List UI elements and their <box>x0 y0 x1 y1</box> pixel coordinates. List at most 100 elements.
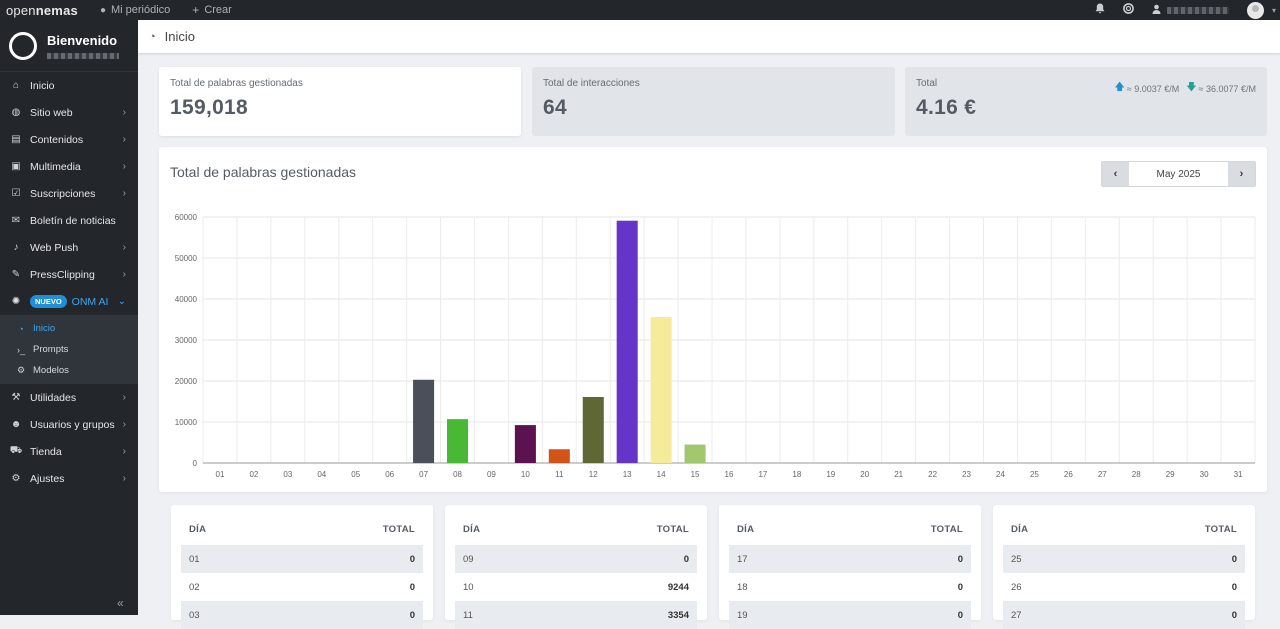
sidebar-item-inicio[interactable]: ⌂ Inicio <box>0 72 138 99</box>
chevron-right-icon: › <box>122 107 126 118</box>
sidebar-item-tienda[interactable]: ⛟ Tienda › <box>0 438 138 465</box>
x-tick-label: 06 <box>385 470 394 479</box>
sidebar-item-onm-ai[interactable]: ✺ NUEVO ONM AI ⌄ <box>0 288 138 315</box>
day-table-4: DÍA TOTAL 25 0 26 0 27 0 <box>993 505 1255 629</box>
rate-down: ≈ 36.0077 €/M <box>1198 83 1256 94</box>
user-name-redacted[interactable] <box>1166 6 1229 14</box>
stat-value: 4.16 € <box>916 96 977 119</box>
x-tick-label: 16 <box>725 470 734 479</box>
month-picker: ‹ May 2025 › <box>1101 161 1256 187</box>
sidebar-item-multimedia[interactable]: ▣ Multimedia › <box>0 153 138 180</box>
prev-month-button[interactable]: ‹ <box>1102 162 1129 186</box>
bar-day-10[interactable] <box>514 425 536 463</box>
x-tick-label: 23 <box>962 470 971 479</box>
sidebar: Bienvenido ⌂ Inicio ◍ Sitio web › ▤ Cont… <box>0 20 138 615</box>
sidebar-item-usuarios[interactable]: ☻ Usuarios y grupos › <box>0 411 138 438</box>
bar-day-13[interactable] <box>616 220 638 463</box>
bar-day-14[interactable] <box>650 317 672 463</box>
x-tick-label: 24 <box>996 470 1005 479</box>
day-table-3: DÍA TOTAL 17 0 18 0 19 0 <box>719 505 981 629</box>
new-badge: NUEVO <box>30 295 67 308</box>
site-name-redacted <box>47 52 119 59</box>
col-day: DÍA <box>463 524 481 535</box>
chart-panel: Total de palabras gestionadas ‹ May 2025… <box>159 147 1267 492</box>
table-row: 18 0 <box>737 581 963 593</box>
sidebar-item-label: Web Push <box>30 241 79 254</box>
bell-icon[interactable] <box>1095 3 1105 17</box>
cogs-icon: ⚙ <box>11 473 21 484</box>
sidebar-subitem-label: Inicio <box>33 323 56 334</box>
sidebar-item-label: Contenidos <box>30 133 84 146</box>
sidebar-item-contenidos[interactable]: ▤ Contenidos › <box>0 126 138 153</box>
envelope-icon: ✉ <box>11 215 21 226</box>
month-label[interactable]: May 2025 <box>1129 162 1228 186</box>
x-tick-label: 21 <box>894 470 903 479</box>
user-avatar[interactable] <box>1246 1 1264 19</box>
arrow-down-icon: 🡇 <box>1186 82 1197 93</box>
table-header: DÍA TOTAL <box>729 505 971 545</box>
onm-ai-submenu: ◔ Inicio ›_ Prompts ⚙ Modelos <box>0 315 138 384</box>
welcome-block: Bienvenido <box>0 20 138 72</box>
chevron-down-icon: ⌄ <box>117 296 126 307</box>
sidebar-item-ajustes[interactable]: ⚙ Ajustes › <box>0 465 138 492</box>
x-tick-label: 28 <box>1132 470 1141 479</box>
table-header: DÍA TOTAL <box>455 505 697 545</box>
bar-day-15[interactable] <box>684 444 706 463</box>
globe-icon: ◍ <box>11 107 21 118</box>
x-tick-label: 02 <box>249 470 258 479</box>
dashboard-icon: ◔ <box>18 323 24 334</box>
col-total: TOTAL <box>656 524 689 535</box>
bar-day-11[interactable] <box>548 449 570 463</box>
table-row: 09 0 <box>455 545 697 573</box>
sidebar-subitem-modelos[interactable]: ⚙ Modelos <box>0 360 138 381</box>
wrench-icon: ⚒ <box>11 392 21 403</box>
opennemas-logo[interactable]: opennemas <box>6 2 78 18</box>
sidebar-item-label: Suscripciones <box>30 187 96 200</box>
stat-card-total[interactable]: Total 4.16 € 🡅 ≈ 9.0037 €/M 🡇 ≈ 36.0077 … <box>905 67 1267 136</box>
sidebar-item-boletin[interactable]: ✉ Boletín de noticias <box>0 207 138 234</box>
sidebar-item-pressclipping[interactable]: ✎ PressClipping › <box>0 261 138 288</box>
stat-card-words[interactable]: Total de palabras gestionadas 159,018 <box>159 67 521 136</box>
sidebar-item-web-push[interactable]: ♪ Web Push › <box>0 234 138 261</box>
y-tick-label: 30000 <box>175 336 198 345</box>
sidebar-item-label: Usuarios y grupos <box>30 418 115 431</box>
chevron-right-icon: › <box>122 392 126 403</box>
sidebar-item-utilidades[interactable]: ⚒ Utilidades › <box>0 384 138 411</box>
y-tick-label: 0 <box>193 459 198 468</box>
x-tick-label: 18 <box>792 470 801 479</box>
x-tick-label: 04 <box>317 470 326 479</box>
site-logo-icon <box>9 31 37 60</box>
sidebar-item-sitio-web[interactable]: ◍ Sitio web › <box>0 99 138 126</box>
table-header: DÍA TOTAL <box>181 505 423 545</box>
mi-periodico-link[interactable]: ● Mi periódico <box>100 4 170 16</box>
chevron-down-icon[interactable]: ▾ <box>1271 5 1276 15</box>
chart-title: Total de palabras gestionadas <box>170 164 357 180</box>
help-icon[interactable] <box>1123 3 1134 17</box>
x-tick-label: 19 <box>826 470 835 479</box>
next-month-button[interactable]: › <box>1228 162 1255 186</box>
table-row: 26 0 <box>1011 581 1237 593</box>
y-tick-label: 40000 <box>175 295 198 304</box>
bar-day-08[interactable] <box>446 419 469 463</box>
crear-link[interactable]: + Crear <box>192 3 232 17</box>
collapse-sidebar-icon[interactable]: « <box>117 596 124 610</box>
sidebar-item-suscripciones[interactable]: ☑ Suscripciones › <box>0 180 138 207</box>
table-row: 10 9244 <box>463 581 689 593</box>
bar-day-07[interactable] <box>413 379 435 463</box>
welcome-title: Bienvenido <box>47 32 118 48</box>
sidebar-subitem-prompts[interactable]: ›_ Prompts <box>0 339 138 360</box>
page-title: Inicio <box>164 29 196 44</box>
bell-icon: ♪ <box>13 242 19 253</box>
stat-card-interactions[interactable]: Total de interacciones 64 <box>532 67 895 136</box>
x-tick-label: 01 <box>216 470 225 479</box>
sidebar-item-label: Boletín de noticias <box>30 214 116 227</box>
x-tick-label: 29 <box>1166 470 1175 479</box>
chevron-right-icon: › <box>122 161 126 172</box>
stat-label: Total de palabras gestionadas <box>170 78 303 89</box>
table-header: DÍA TOTAL <box>1003 505 1245 545</box>
bar-day-12[interactable] <box>582 396 604 463</box>
day-table-2: DÍA TOTAL 09 0 10 9244 11 3354 <box>445 505 707 629</box>
sidebar-item-label: Inicio <box>30 79 55 92</box>
col-total: TOTAL <box>930 524 963 535</box>
sidebar-subitem-inicio[interactable]: ◔ Inicio <box>0 318 138 339</box>
